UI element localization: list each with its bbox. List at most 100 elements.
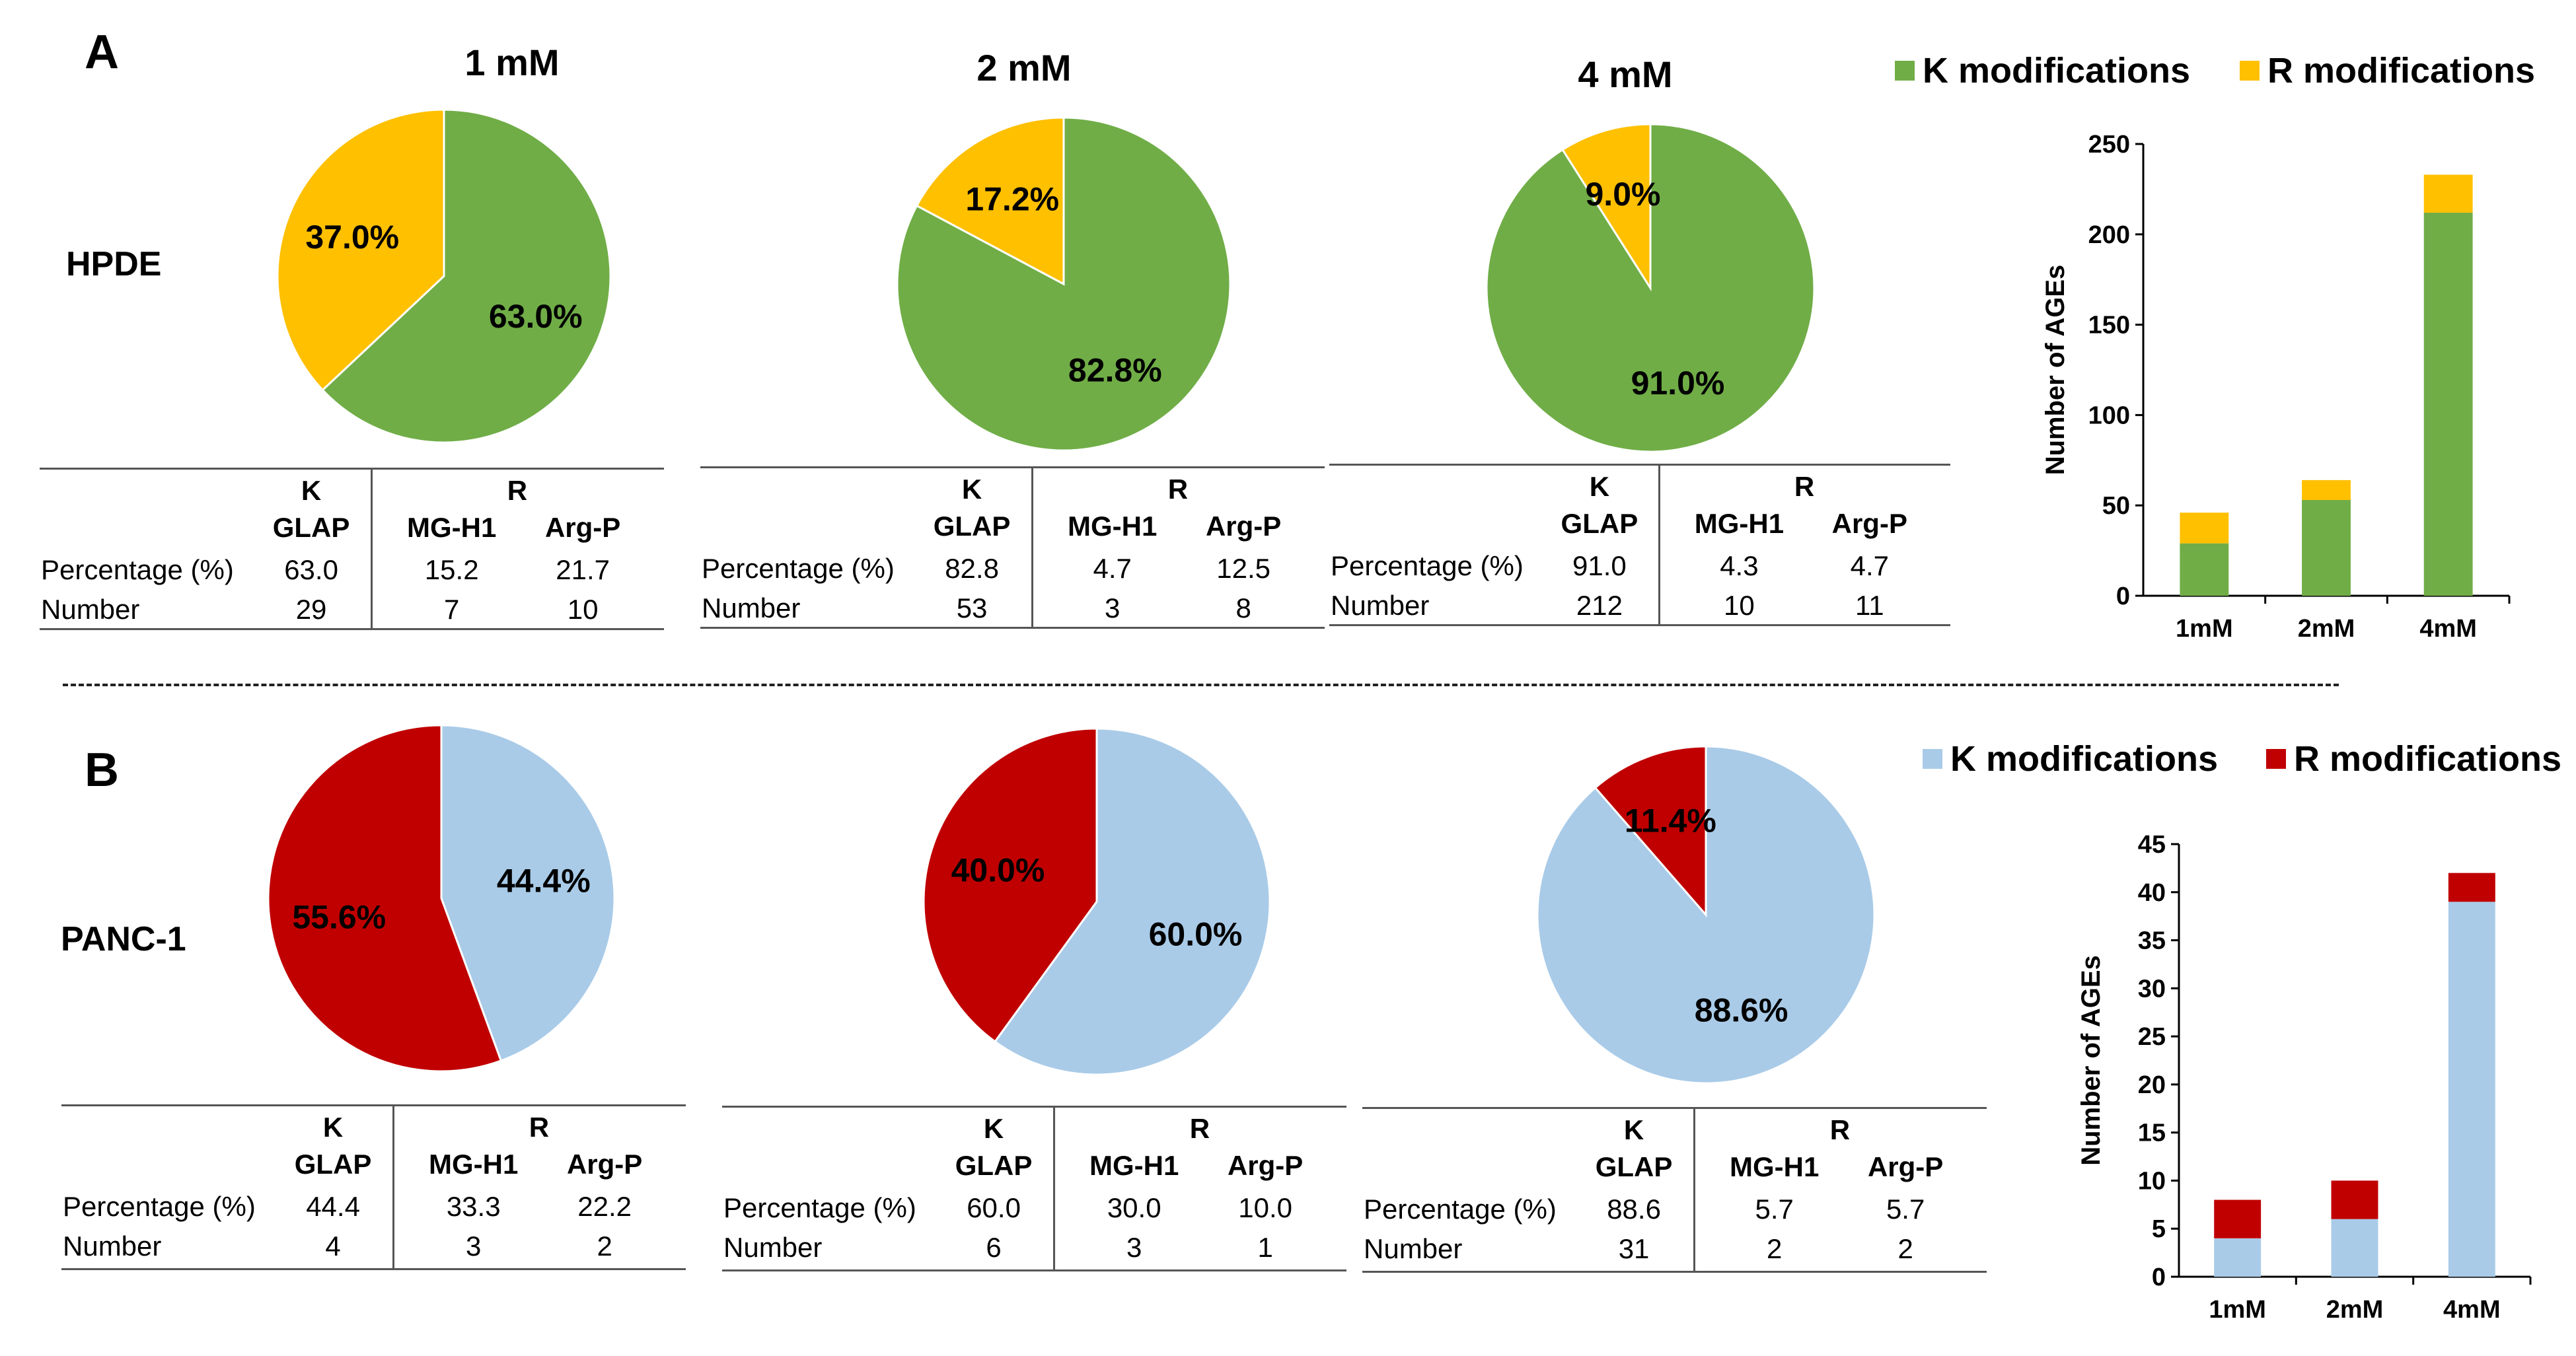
pie-hpde-4mM-label-r: 9.0% [1586,176,1661,213]
table-hpde-1mM-col1: GLAP [272,512,350,543]
bar-chart-hpde-bar-2mM-r [2302,480,2351,500]
table-hpde-2mM-row2-1: 3 [1105,592,1121,624]
bar-chart-panc-ytick-label: 20 [2138,1071,2166,1099]
table-panc-4mM-row2-1: 2 [1767,1233,1783,1264]
table-panc-2mM-row2-1: 3 [1126,1232,1142,1263]
bar-chart-hpde-ytick-label: 150 [2088,312,2130,339]
legend-panc-r-swatch [2266,749,2286,769]
table-panc-4mM-row2-0: 31 [1618,1233,1650,1264]
bar-chart-hpde-bar-4mM-r [2423,174,2473,213]
pie-hpde-4mM-slice-r [1561,123,1652,292]
pie-panc-2mM-label-r: 40.0% [951,851,1045,888]
table-hpde-2mM-row2-2: 8 [1235,592,1251,624]
panel-b-letter: B [85,744,119,797]
table-hpde-2mM-row1-2: 12.5 [1216,553,1271,584]
table-hpde-4mM-col2: MG-H1 [1694,508,1785,539]
table-panc-4mM-divider [1693,1109,1695,1271]
legend-panc-k: K modifications [1923,738,2218,779]
bar-chart-hpde-bar-4mM-k [2423,212,2473,596]
legend-hpde-k-label: K modifications [1923,51,2191,90]
table-hpde-2mM-row1_label: Percentage (%) [702,553,895,584]
bar-chart-panc-ytick-label: 35 [2138,927,2166,955]
table-panc-4mM-row1-1: 5.7 [1755,1194,1794,1225]
pie-panc-4mM-label-r: 11.4% [1625,803,1716,839]
pie-hpde-1mM-slice-r [276,108,445,392]
pie-panc-2mM-slice-r [922,727,1098,1044]
table-hpde-1mM-row2-2: 10 [567,594,599,625]
table-panc-2mM-col3: Arg-P [1227,1150,1304,1181]
pie-panc-4mM-slice-r [1594,745,1707,918]
bar-chart-panc-bar-1mM-k [2214,1238,2262,1277]
legend-hpde-r-swatch [2240,61,2260,81]
pie-panc-2mM-label-k: 60.0% [1149,916,1243,953]
pie-hpde-4mM-slice-k [1485,123,1816,453]
table-panc-1mM-row1-2: 22.2 [577,1191,632,1222]
table-panc-1mM: K R GLAP MG-H1 Arg-P Percentage (%) Number 44.4… [61,1104,686,1270]
bar-chart-hpde-ytick-label: 200 [2088,221,2130,249]
pie-panc-1mM-slice-r [267,724,503,1073]
table-hpde-1mM-row1-1: 15.2 [424,554,479,585]
table-panc-4mM-row2_label: Number [1364,1233,1463,1264]
legend-hpde-k: K modifications [1895,50,2190,91]
table-panc-2mM-r_head: R [1189,1113,1210,1144]
bar-chart-hpde-ytick-label: 0 [2116,583,2130,610]
table-hpde-4mM-row1-0: 91.0 [1572,550,1627,581]
bar-chart-panc-ytick-label: 5 [2152,1215,2166,1243]
table-hpde-4mM-row1-2: 4.7 [1850,550,1889,581]
table-hpde-4mM-row2-0: 212 [1576,590,1623,621]
table-hpde-4mM: K R GLAP MG-H1 Arg-P Percentage (%) Number 91.0… [1329,464,1950,626]
table-hpde-4mM-row2-1: 10 [1724,590,1755,621]
table-panc-4mM-col3: Arg-P [1867,1151,1944,1182]
pie-hpde-2mM-slice-r [915,116,1065,286]
table-hpde-1mM-col2: MG-H1 [407,512,497,543]
bar-chart-hpde-xtick-label: 1mM [2176,615,2233,643]
bar-chart-panc-ytick-label: 30 [2138,975,2166,1003]
table-hpde-1mM-r_head: R [507,475,528,506]
bar-chart-panc-ytick-label: 40 [2138,879,2166,907]
table-hpde-1mM-divider [370,470,373,628]
table-hpde-1mM-row1-0: 63.0 [284,554,338,585]
table-hpde-1mM-col3: Arg-P [544,512,621,543]
pie-panc-2mM-slice-k [993,727,1271,1076]
bar-chart-hpde-xtick-label: 2mM [2298,615,2355,643]
table-panc-1mM-row2_label: Number [63,1231,162,1262]
table-hpde-4mM-k_head: K [1589,471,1610,502]
bar-chart-panc-bar-2mM-k [2331,1219,2378,1277]
bar-chart-hpde-ytick-label: 100 [2088,402,2130,429]
cell-line-panc: PANC-1 [61,920,186,958]
table-panc-1mM-k_head: K [322,1112,344,1143]
pie-panc-1mM-label-k: 44.4% [497,862,591,899]
table-panc-1mM-r_head: R [529,1112,550,1143]
table-hpde-2mM-r_head: R [1167,474,1189,505]
bar-chart-hpde-ytick-label: 50 [2102,492,2130,520]
bar-chart-panc-xtick-label: 4mM [2443,1296,2501,1324]
table-hpde-4mM-r_head: R [1794,471,1815,502]
table-panc-2mM-row2-0: 6 [986,1232,1002,1263]
bar-chart-panc-ytick-label: 10 [2138,1167,2166,1195]
table-panc-1mM-col2: MG-H1 [429,1149,519,1180]
table-hpde-4mM-row1-1: 4.3 [1720,550,1759,581]
table-panc-2mM: K R GLAP MG-H1 Arg-P Percentage (%) Number 60.0… [722,1106,1346,1271]
table-hpde-1mM-row2-1: 7 [444,594,460,625]
bar-chart-hpde-bar-1mM-r [2180,513,2229,544]
bar-chart-panc-xtick-label: 1mM [2209,1296,2266,1324]
table-panc-2mM-row2-2: 1 [1257,1232,1273,1263]
table-hpde-2mM: K R GLAP MG-H1 Arg-P Percentage (%) Number 82.8… [700,466,1325,629]
table-hpde-2mM-row1-0: 82.8 [945,553,999,584]
conc-label-1mM: 1 mM [464,42,560,83]
table-panc-2mM-row1-0: 60.0 [967,1192,1021,1223]
bar-chart-panc-xtick-label: 2mM [2326,1296,2384,1324]
bar-chart-panc-ytick-label: 45 [2138,831,2166,859]
pie-panc-1mM-slice-k [440,724,616,1062]
pie-hpde-2mM-label-k: 82.8% [1068,352,1162,389]
legend-hpde-r-label: R modifications [2267,51,2536,90]
table-panc-1mM-row1-1: 33.3 [446,1191,501,1222]
table-panc-4mM-k_head: K [1623,1114,1644,1145]
table-panc-2mM-col2: MG-H1 [1089,1150,1179,1181]
table-hpde-2mM-row2_label: Number [702,592,801,624]
table-panc-4mM-col1: GLAP [1595,1151,1673,1182]
